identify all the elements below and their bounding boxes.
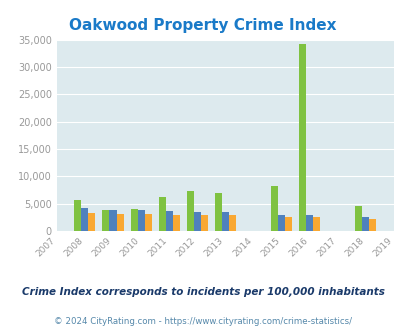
Bar [354,206,361,231]
Bar [144,214,151,231]
Bar [270,185,277,231]
Bar [88,213,95,231]
Bar [165,211,172,231]
Bar [102,210,109,231]
Bar [186,191,193,231]
Bar [193,212,200,231]
Text: Crime Index corresponds to incidents per 100,000 inhabitants: Crime Index corresponds to incidents per… [21,287,384,297]
Bar [109,210,116,231]
Bar [312,217,319,231]
Text: © 2024 CityRating.com - https://www.cityrating.com/crime-statistics/: © 2024 CityRating.com - https://www.city… [54,317,351,326]
Bar [130,209,137,231]
Bar [172,214,179,231]
Bar [200,215,207,231]
Bar [284,217,291,231]
Bar [368,219,375,231]
Bar [298,44,305,231]
Bar [361,217,368,231]
Bar [305,214,312,231]
Bar [137,210,144,231]
Bar [277,214,284,231]
Bar [214,193,221,231]
Bar [228,215,235,231]
Bar [158,197,165,231]
Bar [221,212,228,231]
Bar [116,214,123,231]
Text: Oakwood Property Crime Index: Oakwood Property Crime Index [69,18,336,33]
Bar [74,200,81,231]
Bar [81,208,88,231]
